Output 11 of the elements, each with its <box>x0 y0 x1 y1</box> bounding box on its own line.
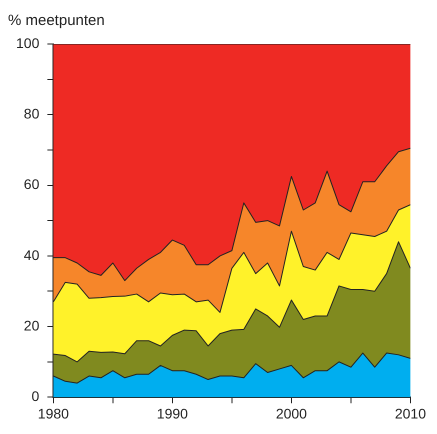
y-tick-label: 80 <box>24 106 40 122</box>
x-tick-label: 2000 <box>276 405 308 422</box>
x-tick-label: 1990 <box>156 405 188 422</box>
y-tick-label: 0 <box>32 388 40 404</box>
y-tick-label: 40 <box>24 246 40 263</box>
y-tick-label: 20 <box>24 317 40 334</box>
y-tick-label: 100 <box>16 34 40 51</box>
y-axis-title: % meetpunten <box>8 12 105 30</box>
y-tick-label: 60 <box>24 176 40 192</box>
x-tick-label: 2010 <box>394 405 426 422</box>
x-tick-label: 1980 <box>38 405 70 422</box>
